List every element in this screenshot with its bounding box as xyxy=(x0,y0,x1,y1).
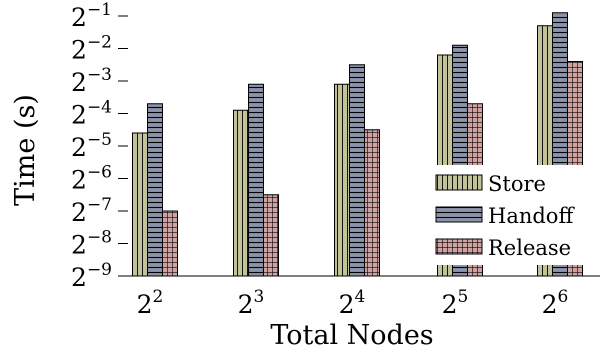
legend-label-release: Release xyxy=(488,236,571,260)
bar-release-3 xyxy=(364,129,380,277)
y-tick-label: 2−2 xyxy=(71,33,112,65)
y-tick-label: 2−9 xyxy=(71,260,112,292)
legend-swatch-release xyxy=(435,238,483,255)
x-tick-label: 22 xyxy=(137,287,164,319)
bar-release-1 xyxy=(162,210,178,277)
legend: Store Handoff Release xyxy=(426,165,602,265)
y-tick-label: 2−3 xyxy=(71,65,112,97)
y-tick-label: 2−8 xyxy=(71,228,112,260)
bar-store-2 xyxy=(233,109,249,277)
y-tick-label: 2−7 xyxy=(71,195,112,227)
bar-release-2 xyxy=(263,194,279,277)
y-axis-label: Time (s) xyxy=(10,94,41,206)
x-tick-label: 23 xyxy=(238,287,265,319)
y-tick-label: 2−4 xyxy=(71,98,112,130)
legend-swatch-store xyxy=(435,174,483,191)
y-tick-label: 2−6 xyxy=(71,163,112,195)
bar-handoff-2 xyxy=(248,83,264,277)
legend-swatch-handoff xyxy=(435,206,483,223)
x-tick-label: 26 xyxy=(542,287,569,319)
x-axis-label: Total Nodes xyxy=(270,320,433,351)
legend-label-handoff: Handoff xyxy=(488,204,575,228)
bar-handoff-3 xyxy=(349,64,365,277)
bar-store-1 xyxy=(132,132,148,277)
x-tick-label: 25 xyxy=(442,287,469,319)
bar-store-3 xyxy=(334,83,350,277)
y-tick-label: 2−1 xyxy=(71,0,112,32)
y-tick-label: 2−5 xyxy=(71,130,112,162)
y-axis-ticks: 2−12−22−32−42−52−62−72−82−9 xyxy=(71,0,128,292)
legend-label-store: Store xyxy=(488,172,546,196)
x-axis-ticks: 22 23 24 25 26 xyxy=(137,287,569,319)
bar-handoff-1 xyxy=(147,103,163,277)
x-tick-label: 24 xyxy=(339,287,366,319)
